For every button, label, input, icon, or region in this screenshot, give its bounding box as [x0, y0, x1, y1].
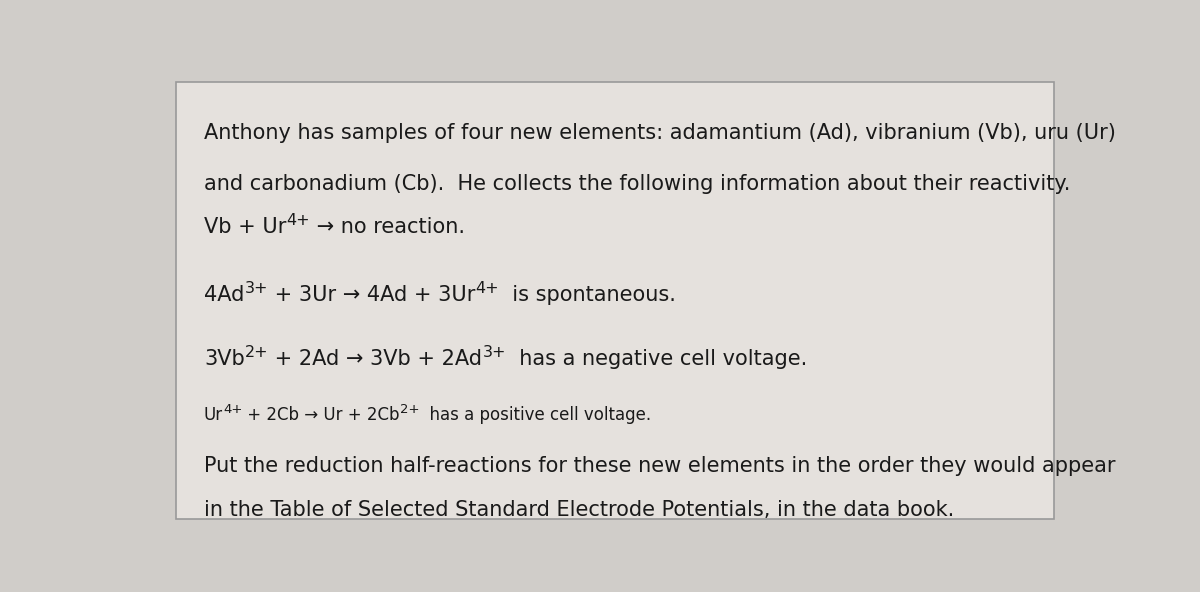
FancyBboxPatch shape: [176, 82, 1054, 519]
Text: → no reaction.: → no reaction.: [310, 217, 464, 237]
Text: is spontaneous.: is spontaneous.: [499, 285, 676, 305]
Text: Vb + Ur: Vb + Ur: [204, 217, 287, 237]
Text: 4+: 4+: [287, 213, 310, 228]
Text: + 2Cb → Ur + 2Cb: + 2Cb → Ur + 2Cb: [242, 406, 400, 424]
Text: Anthony has samples of four new elements: adamantium (Ad), vibranium (Vb), uru (: Anthony has samples of four new elements…: [204, 124, 1116, 143]
Text: 2+: 2+: [400, 403, 420, 416]
Text: 4+: 4+: [475, 281, 499, 297]
Text: 4+: 4+: [223, 403, 242, 416]
Text: has a negative cell voltage.: has a negative cell voltage.: [506, 349, 808, 369]
Text: 2+: 2+: [245, 345, 269, 360]
Text: + 3Ur → 4Ad + 3Ur: + 3Ur → 4Ad + 3Ur: [268, 285, 475, 305]
Text: has a positive cell voltage.: has a positive cell voltage.: [420, 406, 652, 424]
Text: and carbonadium (Cb).  He collects the following information about their reactiv: and carbonadium (Cb). He collects the fo…: [204, 173, 1070, 194]
Text: in the Table of Selected Standard Electrode Potentials, in the data book.: in the Table of Selected Standard Electr…: [204, 500, 954, 520]
Text: Ur: Ur: [204, 406, 223, 424]
Text: 3+: 3+: [482, 345, 506, 360]
Text: 4Ad: 4Ad: [204, 285, 245, 305]
Text: + 2Ad → 3Vb + 2Ad: + 2Ad → 3Vb + 2Ad: [269, 349, 482, 369]
Text: Put the reduction half-reactions for these new elements in the order they would : Put the reduction half-reactions for the…: [204, 456, 1116, 476]
Text: 3Vb: 3Vb: [204, 349, 245, 369]
Text: 3+: 3+: [245, 281, 268, 297]
